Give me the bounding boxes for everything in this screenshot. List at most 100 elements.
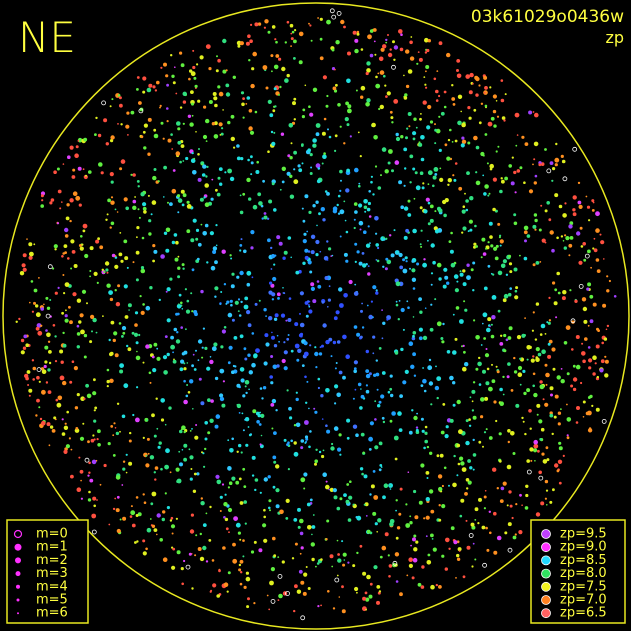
star [400,135,404,139]
star [122,460,126,463]
star [282,256,286,260]
star [321,131,326,136]
star [490,334,495,339]
star [49,425,54,429]
star [92,434,95,437]
star [227,312,233,318]
star [589,319,594,324]
star [79,313,84,318]
star [129,515,133,518]
star [444,567,448,571]
star [298,60,303,65]
star [200,401,205,406]
star [375,289,378,292]
star [412,287,416,290]
star [146,419,149,422]
star [205,560,209,563]
star [162,510,166,514]
star [412,557,418,563]
star [408,557,414,562]
star [189,69,193,73]
legend-label: m=6 [36,606,68,621]
star [221,329,226,334]
star [443,267,448,272]
star [533,448,538,453]
star [385,38,388,42]
star [483,337,486,340]
star [268,608,271,611]
star [179,429,183,434]
star [159,106,161,109]
star [468,90,473,95]
star [423,446,426,450]
star [240,300,243,304]
star [600,359,605,364]
star [420,157,425,162]
star [194,435,199,440]
star [35,414,38,417]
star [179,367,184,372]
star [389,484,391,487]
star [398,180,403,185]
star [32,378,35,381]
star [468,219,473,224]
star [145,344,150,349]
star [22,346,27,350]
legend-label: zp=9.0 [560,540,607,555]
star [143,452,148,458]
star [229,299,233,303]
star [521,504,523,507]
star [113,331,118,336]
star [450,262,456,268]
star [419,171,424,175]
star [251,67,255,71]
star [386,91,391,96]
star [226,300,230,304]
star [300,439,305,443]
star [46,422,51,427]
star [513,170,517,175]
star [442,199,447,205]
star [526,469,532,475]
star [294,584,298,589]
star [377,518,382,523]
legend-marker [541,542,551,553]
star [316,224,318,227]
star [201,451,203,454]
star [48,361,52,365]
star [61,432,66,436]
star [185,394,189,398]
star [321,162,324,165]
star [83,397,86,401]
star [538,475,544,481]
star [70,267,73,270]
star [369,242,371,245]
star [239,367,245,372]
star [72,191,78,196]
star [551,432,554,436]
star [547,342,551,346]
star [289,23,294,28]
star [434,128,438,132]
star [456,69,459,72]
star [129,431,132,435]
star [227,486,230,489]
star [212,583,217,588]
star [507,292,512,297]
star [217,58,221,63]
star [415,428,419,432]
star [316,280,320,283]
star [477,522,480,525]
star [307,525,312,530]
star [482,312,488,318]
star [305,437,309,441]
star [347,104,352,109]
star [488,386,493,392]
star [368,215,372,218]
star [332,86,337,91]
star [205,118,210,124]
star [509,287,512,290]
star [114,353,119,358]
star [534,228,537,231]
star [77,140,80,142]
